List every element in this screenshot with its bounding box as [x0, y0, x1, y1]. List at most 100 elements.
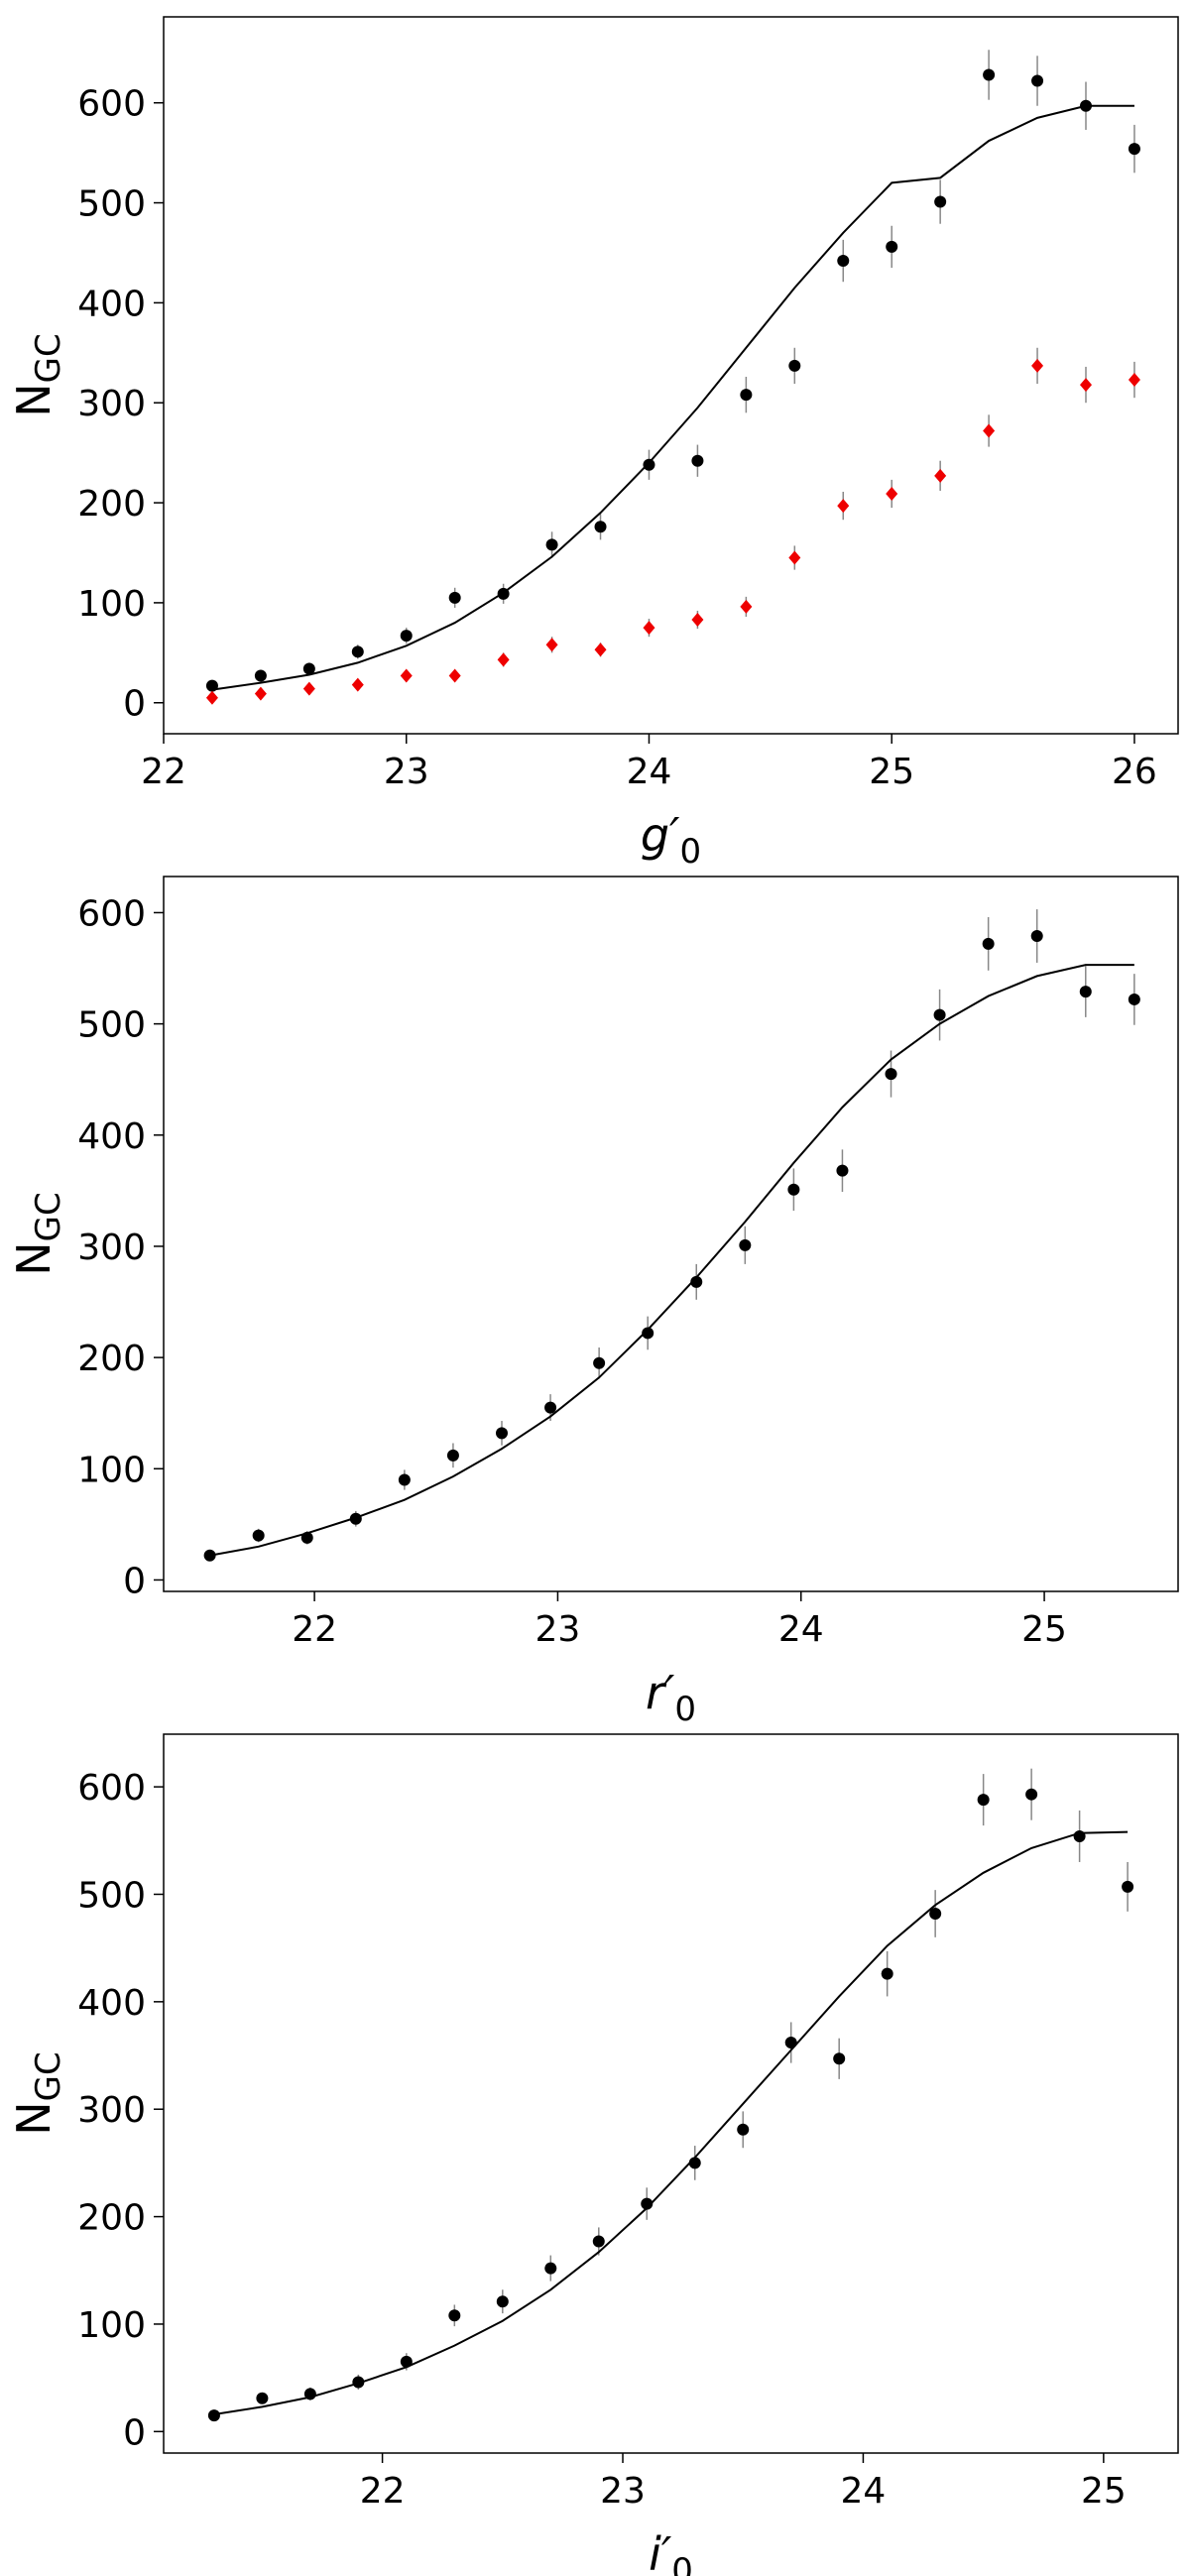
- point: [740, 599, 753, 614]
- y-tick-label: 100: [77, 1450, 146, 1490]
- point: [544, 1401, 557, 1414]
- y-axis-label: NGC: [7, 333, 68, 417]
- plot-frame: [163, 16, 1179, 735]
- point: [881, 1967, 893, 1980]
- fit-line: [213, 1830, 1129, 2415]
- y-tick-label: 200: [77, 484, 146, 525]
- point: [256, 2392, 269, 2404]
- point: [446, 1449, 459, 1462]
- point: [254, 686, 267, 701]
- y-axis-label-sub: GC: [29, 333, 68, 383]
- point: [740, 389, 753, 402]
- x-tick-label: 23: [536, 1609, 581, 1650]
- point: [545, 638, 558, 652]
- point: [983, 68, 996, 81]
- fit-line: [211, 104, 1134, 691]
- point: [1122, 1880, 1134, 1893]
- y-tick-label: 300: [77, 2090, 146, 2131]
- y-axis-label-main: N: [7, 2101, 60, 2135]
- y-tick-label: 100: [77, 584, 146, 625]
- point: [252, 1529, 265, 1542]
- point: [885, 1068, 897, 1081]
- x-axis-label: g′0: [641, 808, 701, 872]
- point: [788, 359, 801, 372]
- x-tick-label: 23: [600, 2471, 646, 2512]
- plot-frame: [163, 876, 1179, 1592]
- point: [934, 195, 947, 208]
- point: [1079, 986, 1092, 998]
- plot-frame: [163, 1733, 1179, 2454]
- y-tick-label: 500: [77, 1875, 146, 1916]
- point: [691, 613, 704, 628]
- y-tick-label: 0: [123, 1561, 146, 1601]
- point: [496, 2295, 509, 2308]
- x-tick-label: 23: [384, 752, 429, 792]
- y-tick-label: 600: [77, 893, 146, 934]
- y-axis-label-main: N: [7, 1241, 60, 1275]
- point: [934, 468, 947, 483]
- x-axis-label-sub: 0: [674, 1690, 696, 1729]
- point: [448, 668, 461, 683]
- point: [933, 1008, 946, 1021]
- point: [787, 1183, 800, 1196]
- point: [351, 677, 364, 692]
- point: [837, 499, 850, 514]
- point: [983, 423, 996, 438]
- x-axis-label: i′0: [649, 2527, 693, 2576]
- point: [448, 591, 461, 604]
- point: [496, 1427, 508, 1440]
- y-tick-label: 500: [77, 184, 146, 225]
- x-tick-label: 22: [141, 752, 186, 792]
- point: [977, 1794, 990, 1807]
- point: [886, 240, 898, 253]
- point: [737, 2123, 750, 2136]
- x-axis-label-main: g′: [641, 808, 680, 862]
- point: [643, 458, 655, 471]
- point: [207, 2409, 220, 2422]
- y-axis-label: NGC: [7, 2051, 68, 2136]
- point: [448, 2309, 461, 2322]
- y-tick-label: 300: [77, 384, 146, 424]
- point: [929, 1907, 942, 1920]
- point: [833, 2052, 846, 2065]
- point: [886, 486, 898, 501]
- point: [641, 2197, 654, 2210]
- y-tick-label: 500: [77, 1005, 146, 1046]
- point: [593, 1356, 606, 1369]
- point: [690, 1275, 703, 1288]
- y-tick-label: 600: [77, 84, 146, 125]
- point: [254, 669, 267, 682]
- y-tick-label: 600: [77, 1768, 146, 1809]
- y-axis-label-sub: GC: [29, 2051, 68, 2101]
- x-tick-label: 24: [841, 2471, 887, 2512]
- x-axis-label-sub: 0: [680, 832, 702, 872]
- point: [1031, 358, 1044, 373]
- x-tick-label: 25: [1081, 2471, 1127, 2512]
- fit-line: [209, 964, 1134, 1557]
- x-tick-label: 22: [292, 1609, 337, 1650]
- y-axis-label-sub: GC: [29, 1192, 68, 1241]
- point: [302, 662, 315, 675]
- x-axis-label-main: r′: [646, 1666, 675, 1719]
- point: [302, 681, 315, 696]
- point: [400, 630, 413, 643]
- x-tick-label: 22: [360, 2471, 406, 2512]
- y-tick-label: 400: [77, 1983, 146, 2024]
- point: [351, 645, 364, 658]
- y-tick-label: 0: [123, 2412, 146, 2453]
- point: [545, 538, 558, 551]
- x-tick-label: 24: [778, 1609, 824, 1650]
- point: [788, 550, 801, 565]
- point: [594, 643, 607, 657]
- y-tick-label: 100: [77, 2305, 146, 2346]
- x-tick-label: 25: [869, 752, 914, 792]
- x-tick-label: 25: [1021, 1609, 1067, 1650]
- point: [1128, 373, 1140, 388]
- y-tick-label: 300: [77, 1228, 146, 1268]
- point: [643, 621, 655, 636]
- x-axis-label: r′0: [646, 1666, 696, 1729]
- x-axis-label-main: i′: [649, 2527, 672, 2576]
- point: [544, 2262, 557, 2275]
- point: [836, 1164, 849, 1177]
